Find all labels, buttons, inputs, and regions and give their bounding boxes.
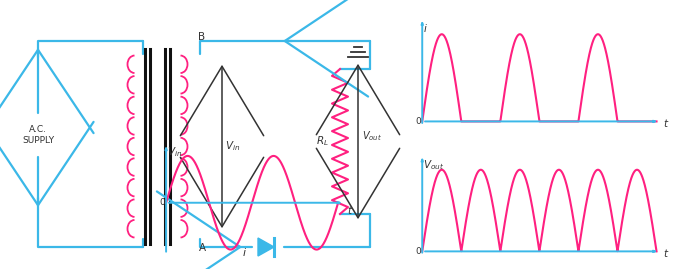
Text: $V_{out}$: $V_{out}$ (423, 158, 443, 172)
Text: $V_{in}$: $V_{in}$ (167, 145, 182, 159)
Polygon shape (258, 238, 274, 256)
Text: $t$: $t$ (664, 117, 670, 129)
Text: B: B (198, 32, 206, 42)
Text: 0: 0 (416, 247, 421, 256)
Text: A: A (198, 243, 206, 253)
Text: A.C.
SUPPLY: A.C. SUPPLY (22, 125, 54, 146)
Text: $i$: $i$ (242, 246, 248, 258)
Text: $i$: $i$ (423, 22, 427, 34)
Text: $V_{in}$: $V_{in}$ (225, 140, 240, 153)
Text: $V_{out}$: $V_{out}$ (362, 130, 382, 143)
Text: $t$: $t$ (664, 247, 670, 259)
Text: 0: 0 (416, 117, 421, 126)
Text: $R_L$: $R_L$ (316, 134, 329, 148)
Text: 0: 0 (159, 198, 165, 207)
Text: $t$: $t$ (348, 204, 354, 216)
